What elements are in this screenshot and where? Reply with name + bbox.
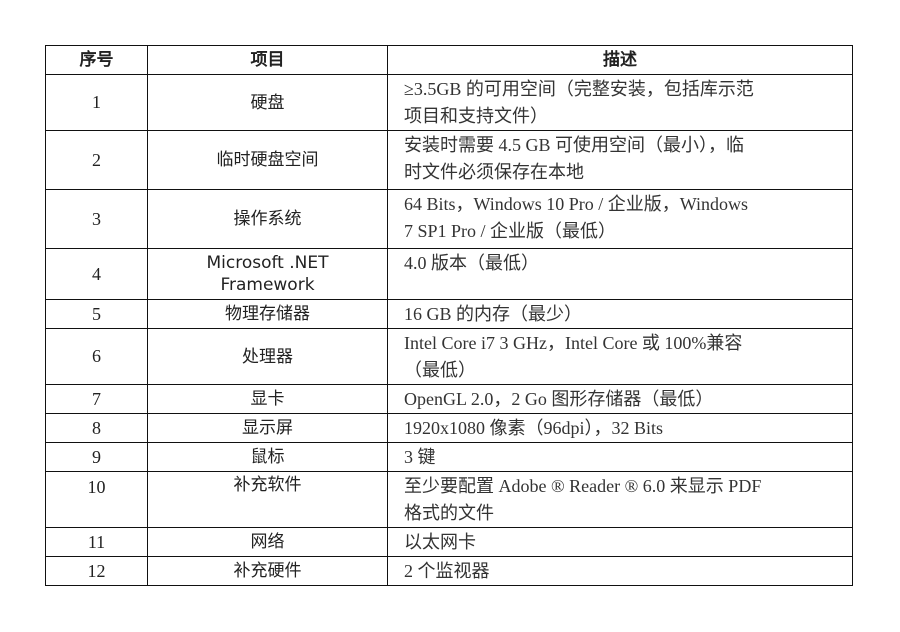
row-description-line: 4.0 版本（最低） — [404, 253, 539, 273]
row-item-line: 处理器 — [242, 346, 293, 367]
header-number: 序号 — [45, 45, 148, 75]
table-row: 12 补充硬件 2 个监视器 — [45, 556, 853, 586]
header-description: 描述 — [387, 45, 853, 75]
row-description-line: 16 GB 的内存（最少） — [404, 304, 583, 324]
row-description-line: 以太网卡 — [404, 532, 476, 552]
row-description: 安装时需要 4.5 GB 可使用空间（最小），临 时文件必须保存在本地 — [387, 130, 853, 190]
table-row: 6 处理器 Intel Core i7 3 GHz，Intel Core 或 100… — [45, 328, 853, 385]
row-item: 补充硬件 — [147, 556, 388, 586]
row-item-line: 鼠标 — [250, 447, 285, 467]
row-number: 7 — [45, 384, 148, 414]
row-item-line: Framework — [220, 275, 315, 295]
row-description: Intel Core i7 3 GHz，Intel Core 或 100%兼容 （… — [387, 328, 853, 385]
table-row: 4 Microsoft .NET Framework 4.0 版本（最低） — [45, 248, 853, 300]
row-number: 10 — [45, 471, 148, 528]
row-description: 1920x1080 像素（96dpi），32 Bits — [387, 413, 853, 443]
row-description: 以太网卡 — [387, 527, 853, 557]
row-description-line: 7 SP1 Pro / 企业版（最低） — [404, 221, 617, 241]
row-description-line: （最低） — [404, 360, 476, 380]
row-description: ≥3.5GB 的可用空间（完整安装，包括库示范 项目和支持文件） — [387, 74, 853, 131]
row-item: 网络 — [147, 527, 388, 557]
row-item: 操作系统 — [147, 189, 388, 249]
row-item-line: 网络 — [250, 532, 285, 552]
row-description-line: 安装时需要 4.5 GB 可使用空间（最小），临 — [404, 135, 745, 155]
row-number: 5 — [45, 299, 148, 329]
table-row: 3 操作系统 64 Bits，Windows 10 Pro / 企业版，Window… — [45, 189, 853, 249]
row-number: 4 — [45, 248, 148, 300]
row-number: 11 — [45, 527, 148, 557]
header-row: 序号 项目 描述 — [45, 45, 853, 75]
row-description: 16 GB 的内存（最少） — [387, 299, 853, 329]
row-description-line: 格式的文件 — [404, 503, 494, 523]
table-row: 10 补充软件 至少要配置 Adobe ® Reader ® 6.0 来显示 PDF… — [45, 471, 853, 528]
row-item: 处理器 — [147, 328, 388, 385]
row-number: 3 — [45, 189, 148, 249]
row-number: 8 — [45, 413, 148, 443]
row-description-line: ≥3.5GB 的可用空间（完整安装，包括库示范 — [404, 79, 754, 99]
row-item-line: 硬盘 — [250, 92, 285, 113]
row-description-line: 1920x1080 像素（96dpi），32 Bits — [404, 418, 664, 438]
row-description-line: 时文件必须保存在本地 — [404, 162, 584, 182]
row-number: 9 — [45, 442, 148, 472]
requirements-table: 序号 项目 描述 1 硬盘 ≥3.5GB 的可用空间（完整安装，包括库示范 项目和支持… — [45, 45, 853, 586]
row-description-line: 至少要配置 Adobe ® Reader ® 6.0 来显示 PDF — [404, 476, 762, 496]
row-number: 1 — [45, 74, 148, 131]
header-item: 项目 — [147, 45, 388, 75]
row-description: 至少要配置 Adobe ® Reader ® 6.0 来显示 PDF 格式的文件 — [387, 471, 853, 528]
table-row: 2 临时硬盘空间 安装时需要 4.5 GB 可使用空间（最小），临 时文件必须保存在本… — [45, 130, 853, 190]
row-description: 2 个监视器 — [387, 556, 853, 586]
row-item: 鼠标 — [147, 442, 388, 472]
table-row: 11 网络 以太网卡 — [45, 527, 853, 557]
table-row: 7 显卡 OpenGL 2.0，2 Go 图形存储器（最低） — [45, 384, 853, 414]
row-description-line: 项目和支持文件） — [404, 106, 548, 126]
row-description-line: Intel Core i7 3 GHz，Intel Core 或 100%兼容 — [404, 333, 743, 353]
row-description-line: 64 Bits，Windows 10 Pro / 企业版，Windows — [404, 194, 749, 214]
row-item: 显示屏 — [147, 413, 388, 443]
table-row: 1 硬盘 ≥3.5GB 的可用空间（完整安装，包括库示范 项目和支持文件） — [45, 74, 853, 131]
row-item-line: 临时硬盘空间 — [216, 150, 319, 170]
row-item: 显卡 — [147, 384, 388, 414]
row-description: 3 键 — [387, 442, 853, 472]
row-description-line: 3 键 — [404, 447, 436, 467]
row-item-line: 显示屏 — [242, 418, 293, 438]
row-item: 物理存储器 — [147, 299, 388, 329]
row-item: Microsoft .NET Framework — [147, 248, 388, 300]
row-description: OpenGL 2.0，2 Go 图形存储器（最低） — [387, 384, 853, 414]
row-item: 补充软件 — [147, 471, 388, 528]
table-row: 9 鼠标 3 键 — [45, 442, 853, 472]
row-description: 4.0 版本（最低） — [387, 248, 853, 300]
row-number: 6 — [45, 328, 148, 385]
row-item-line: 补充软件 — [233, 475, 302, 495]
row-number: 2 — [45, 130, 148, 190]
row-description: 64 Bits，Windows 10 Pro / 企业版，Windows 7 SP… — [387, 189, 853, 249]
row-item-line: 补充硬件 — [233, 561, 302, 581]
row-description-line: 2 个监视器 — [404, 561, 490, 581]
row-item: 临时硬盘空间 — [147, 130, 388, 190]
table-row: 5 物理存储器 16 GB 的内存（最少） — [45, 299, 853, 329]
row-number: 12 — [45, 556, 148, 586]
row-item-line: 物理存储器 — [225, 304, 310, 324]
table-row: 8 显示屏 1920x1080 像素（96dpi），32 Bits — [45, 413, 853, 443]
row-item: 硬盘 — [147, 74, 388, 131]
row-description-line: OpenGL 2.0，2 Go 图形存储器（最低） — [404, 389, 714, 409]
row-item-line: 操作系统 — [233, 209, 302, 229]
row-item-line: Microsoft .NET — [206, 253, 329, 273]
row-item-line: 显卡 — [250, 389, 285, 409]
